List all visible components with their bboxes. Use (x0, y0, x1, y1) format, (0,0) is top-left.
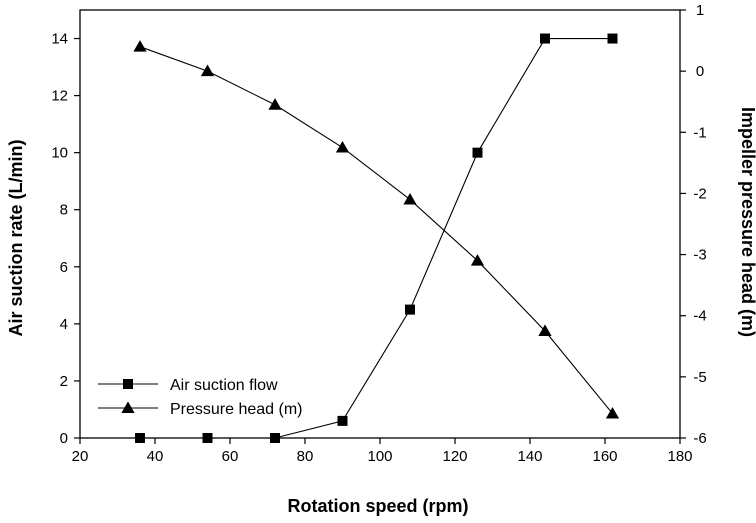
y2-tick-label: -6 (693, 430, 706, 447)
x-tick-label: 40 (147, 448, 164, 465)
data-point-square (337, 415, 348, 426)
data-point-triangle (200, 64, 215, 77)
axes: 20 40 60 80 100 120 140 160 18002468101214-6-5-4… (51, 2, 706, 465)
legend-marker-triangle (121, 401, 135, 413)
y-axis-title: Air suction rate (L/min) (6, 139, 26, 336)
x-axis-title: Rotation speed (rpm) (287, 496, 468, 516)
data-point-triangle (538, 324, 552, 336)
y2-tick-label: -2 (693, 185, 706, 202)
y2-tick-label: -5 (693, 369, 706, 386)
y-tick-label: 6 (60, 259, 68, 276)
plot-frame (79, 9, 681, 439)
data-point-square (202, 433, 213, 443)
y-tick-label: 0 (60, 430, 68, 447)
data-point-triangle (335, 140, 350, 153)
legend-marker-square (123, 379, 133, 389)
series-line-2 (139, 46, 613, 414)
x-tick-label: 60 (222, 448, 239, 465)
data-point-square (405, 304, 415, 315)
series-layer (133, 33, 620, 443)
legend: Air suction flow Pressure head (m) (98, 377, 303, 418)
y2-tick-label: -3 (693, 247, 706, 264)
x-tick-label: 100 (367, 448, 392, 465)
y2-tick-label: 0 (696, 63, 704, 80)
y-tick-label: 8 (60, 202, 68, 219)
y-tick-label: 4 (60, 316, 68, 333)
y2-tick-label: -4 (693, 308, 706, 325)
data-point-triangle (605, 406, 620, 419)
x-tick-label: 160 (592, 448, 617, 465)
y-tick-label: 14 (51, 31, 68, 48)
y2-tick-label: 1 (696, 2, 704, 19)
data-point-triangle (133, 40, 147, 52)
data-point-square (270, 433, 280, 443)
legend-label: Air suction flow (170, 377, 278, 394)
y-tick-label: 10 (51, 145, 68, 162)
x-tick-label: 20 (72, 448, 89, 465)
data-point-triangle (470, 254, 485, 266)
data-point-square (472, 147, 483, 158)
y-tick-label: 12 (51, 88, 68, 105)
data-point-square (607, 33, 618, 44)
x-tick-label: 180 (667, 448, 692, 465)
x-tick-label: 120 (442, 448, 467, 465)
data-point-triangle (403, 192, 417, 205)
x-tick-label: 140 (517, 448, 542, 465)
series-line-1 (140, 37, 613, 439)
y-tick-label: 2 (60, 373, 68, 390)
data-point-square (135, 433, 145, 443)
data-point-square (540, 33, 550, 44)
y2-axis-title: Impeller pressure head (m) (738, 107, 756, 337)
x-tick-label: 80 (297, 448, 314, 465)
y2-tick-label: -1 (693, 124, 706, 141)
data-point-triangle (268, 98, 282, 110)
legend-label: Pressure head (m) (170, 401, 303, 418)
